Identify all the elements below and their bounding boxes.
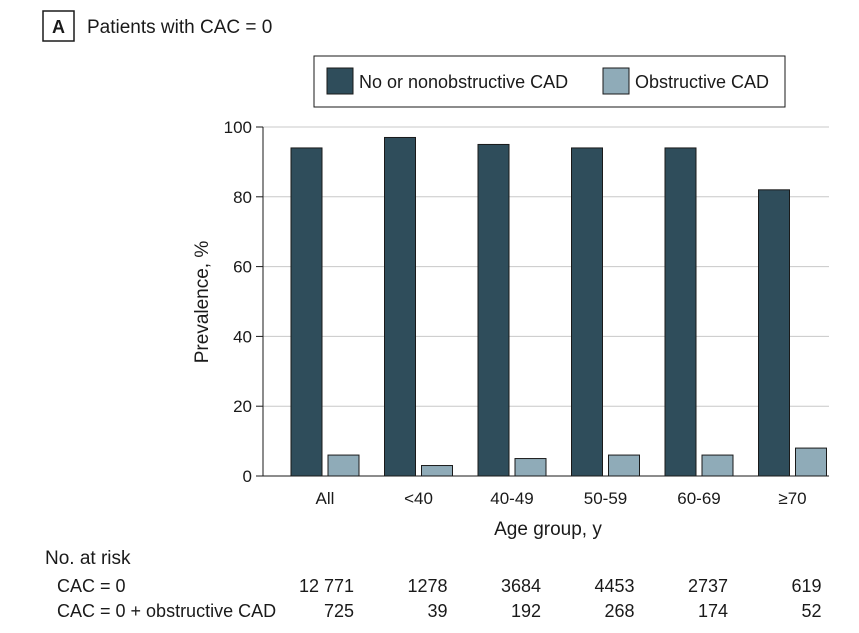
bar-no-or-nonobstructive-cad-40: [384, 136, 416, 477]
risk-value-r0-c5: 619: [791, 576, 821, 596]
risk-value-r1-c2: 192: [511, 601, 541, 621]
x-axis-title: Age group, y: [494, 519, 602, 540]
bar-no-or-nonobstructive-cad-70: [758, 189, 790, 477]
y-tick-label-0: 0: [243, 467, 252, 486]
x-tick-label-5: ≥70: [778, 489, 806, 508]
legend: No or nonobstructive CAD Obstructive CAD: [313, 55, 786, 108]
risk-table-header: No. at risk: [45, 548, 131, 569]
y-tick-label-60: 60: [233, 258, 252, 277]
panel-letter: A: [52, 17, 65, 37]
risk-row-label-cac-0: CAC = 0: [57, 576, 126, 596]
y-tick-label-40: 40: [233, 327, 252, 346]
bar-no-or-nonobstructive-cad-40-49: [477, 143, 510, 477]
y-tick-label-80: 80: [233, 188, 252, 207]
bar-no-or-nonobstructive-cad-all: [290, 147, 323, 477]
x-axis-ticks: All <40 40-49 50-59 60-69 ≥70: [263, 475, 829, 508]
y-tick-label-20: 20: [233, 397, 252, 416]
y-axis-ticks: 0 20 40 60 80 100: [224, 118, 263, 486]
legend-box: [313, 55, 786, 108]
risk-value-r0-c2: 3684: [501, 576, 541, 596]
risk-row-label-cac-0-obstructive: CAC = 0 + obstructive CAD: [57, 601, 276, 621]
bar-obstructive-cad-60-69: [701, 454, 734, 477]
x-tick-label-2: 40-49: [490, 489, 533, 508]
x-tick-label-1: <40: [404, 489, 433, 508]
risk-value-r0-c4: 2737: [688, 576, 728, 596]
panel-title: Patients with CAC = 0: [87, 17, 272, 38]
risk-value-r1-c5: 52: [801, 601, 821, 621]
y-tick-label-100: 100: [224, 118, 252, 137]
risk-value-r1-c3: 268: [604, 601, 634, 621]
legend-swatch-obstructive-cad: [602, 67, 630, 95]
legend-swatch-no-or-nonobstructive-cad: [326, 67, 354, 95]
risk-value-r0-c0: 12 771: [299, 576, 354, 596]
panel-letter-box: [42, 10, 75, 42]
bar-obstructive-cad-all: [327, 454, 360, 477]
gridlines: [263, 126, 829, 407]
risk-value-r1-c1: 39: [427, 601, 447, 621]
risk-value-r0-c1: 1278: [407, 576, 447, 596]
bar-obstructive-cad-40: [421, 465, 453, 477]
bar-no-or-nonobstructive-cad-50-59: [571, 147, 603, 477]
legend-label-no-or-nonobstructive-cad: No or nonobstructive CAD: [359, 72, 568, 92]
x-tick-label-4: 60-69: [677, 489, 720, 508]
x-tick-label-0: All: [316, 489, 335, 508]
risk-value-r1-c4: 174: [698, 601, 728, 621]
bars: [290, 136, 827, 477]
risk-value-r0-c3: 4453: [594, 576, 634, 596]
x-tick-label-3: 50-59: [584, 489, 627, 508]
risk-table: No. at risk CAC = 0 CAC = 0 + obstructiv…: [45, 548, 822, 621]
legend-label-obstructive-cad: Obstructive CAD: [635, 72, 769, 92]
bar-obstructive-cad-70: [795, 447, 827, 477]
y-axis-title: Prevalence, %: [192, 241, 213, 364]
bar-obstructive-cad-40-49: [514, 458, 547, 477]
risk-value-r1-c0: 725: [324, 601, 354, 621]
bar-no-or-nonobstructive-cad-60-69: [664, 147, 697, 477]
bar-obstructive-cad-50-59: [608, 454, 640, 477]
